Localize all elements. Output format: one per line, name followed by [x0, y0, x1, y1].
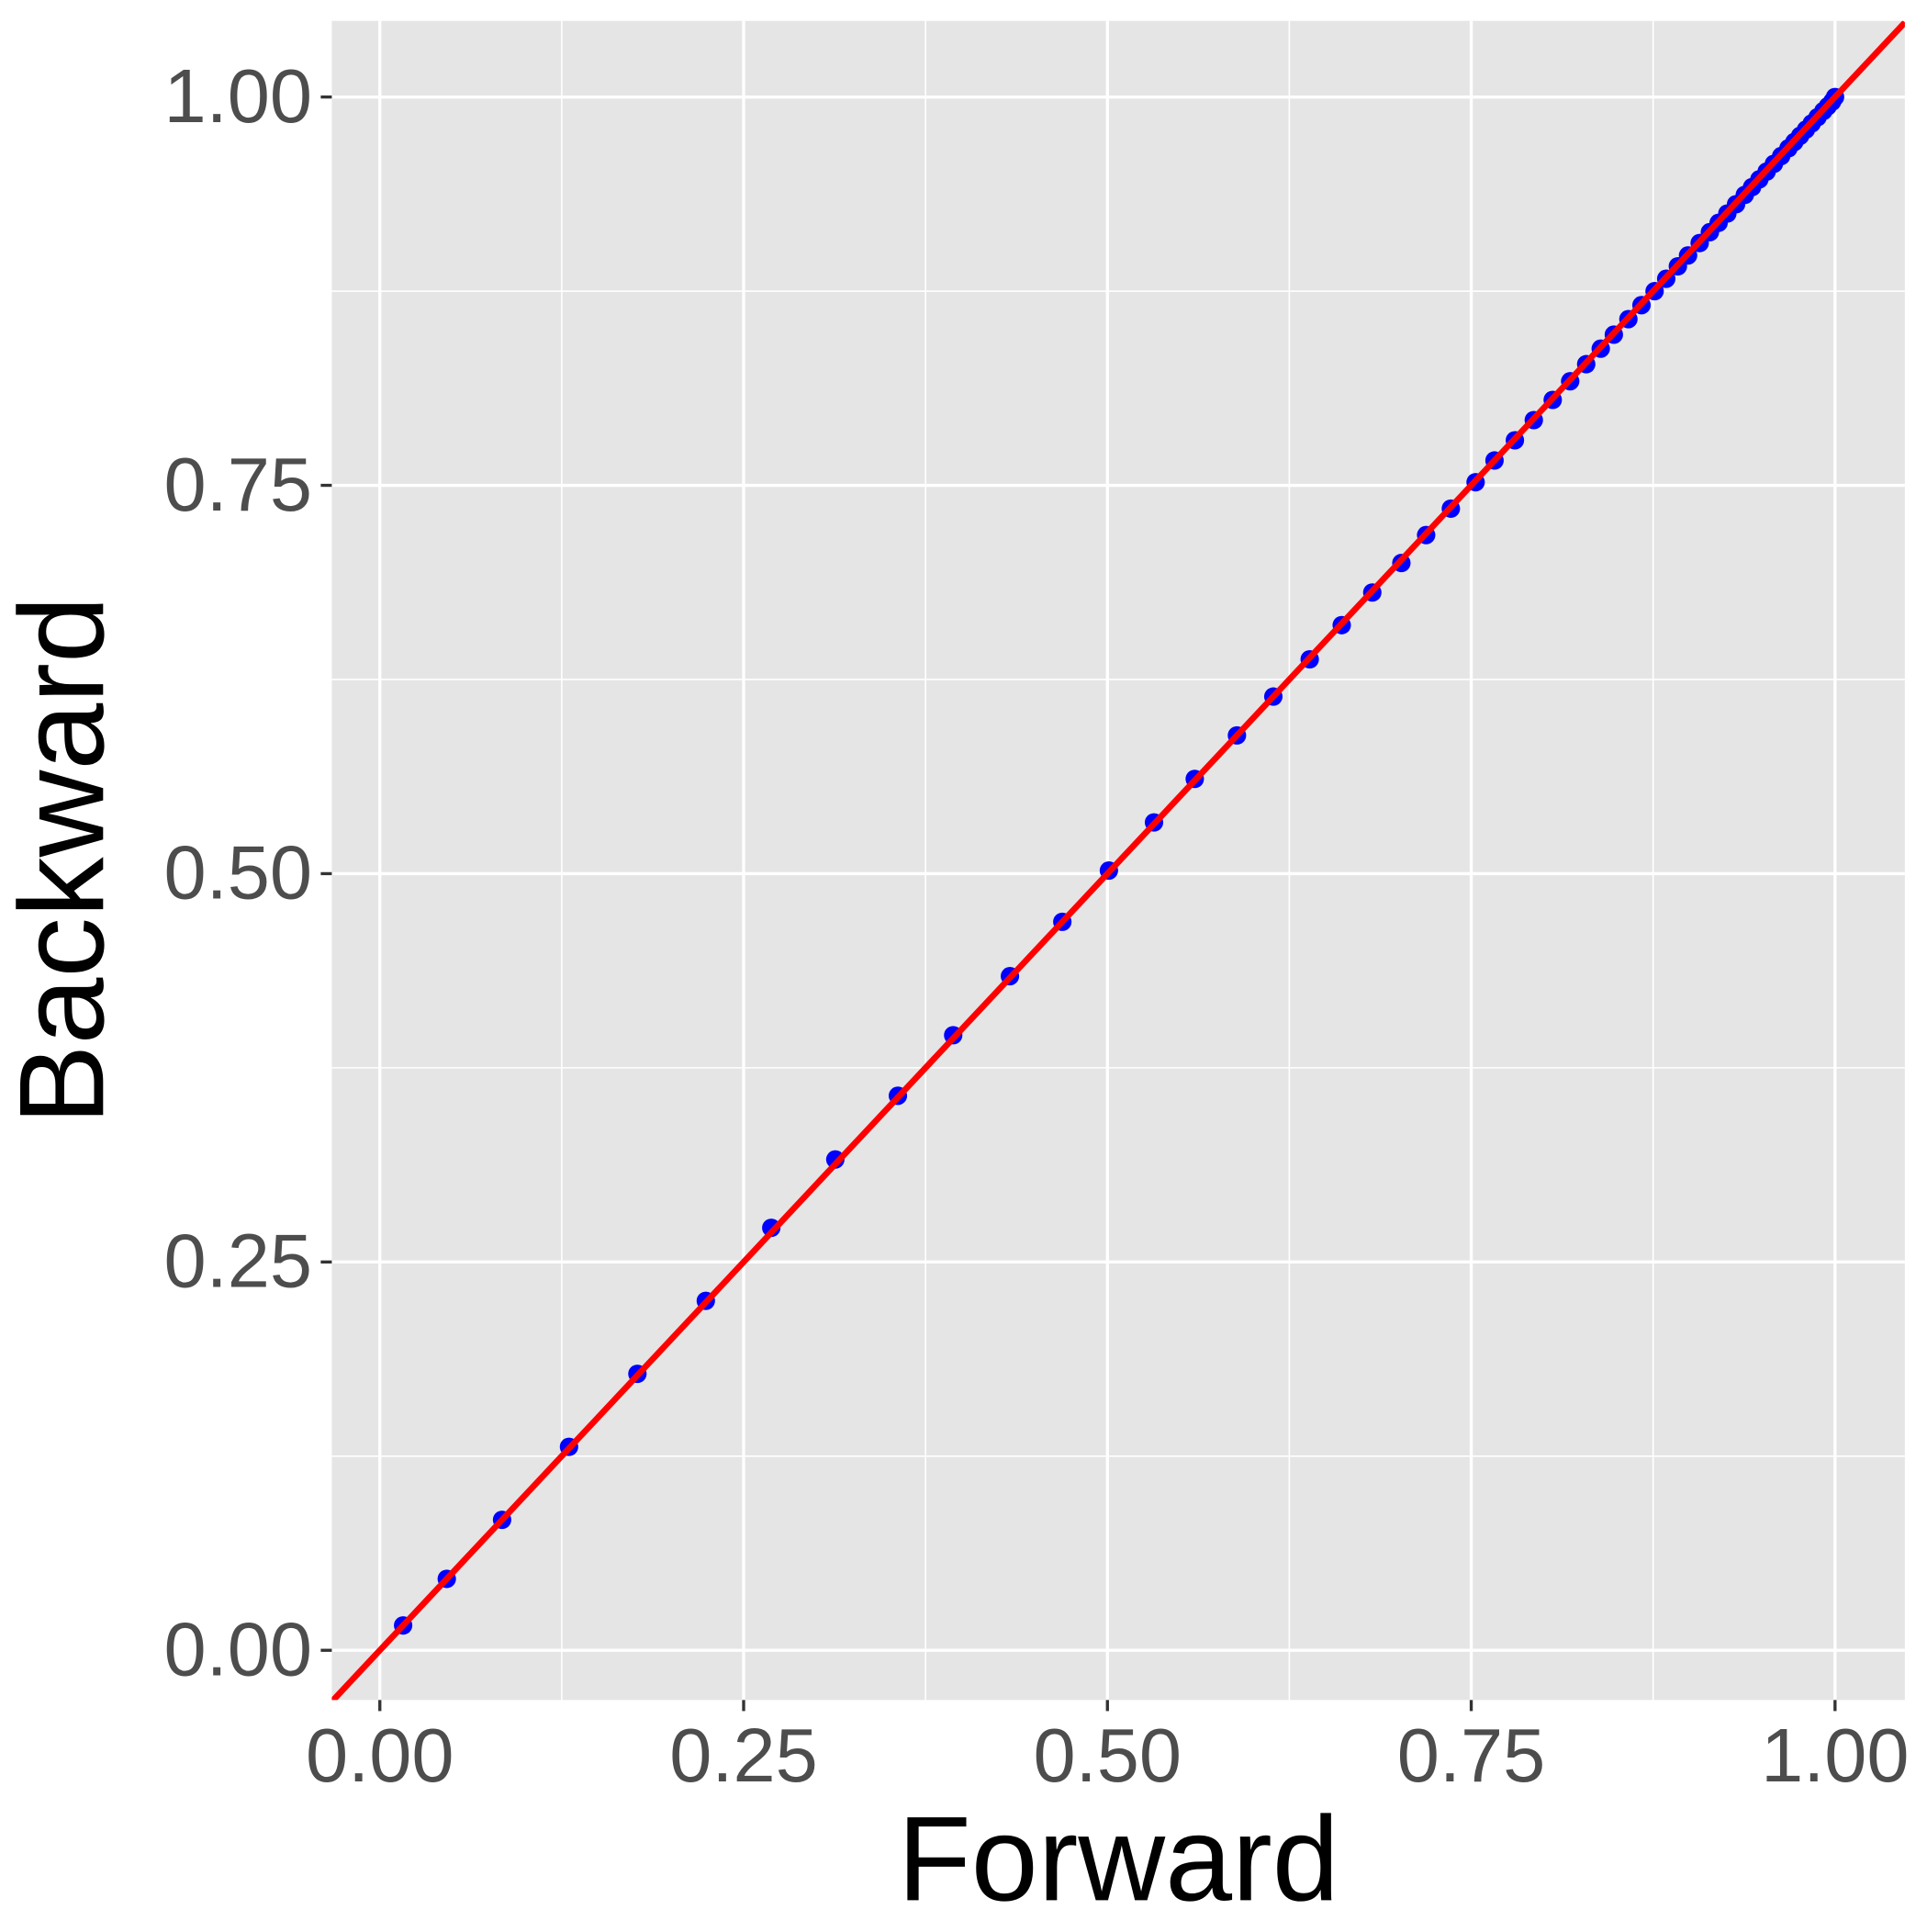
y-tick-label: 0.75: [164, 442, 313, 527]
x-tick-label: 0.25: [669, 1713, 818, 1798]
y-tick-label: 0.25: [164, 1219, 313, 1304]
x-tick-label: 1.00: [1761, 1713, 1910, 1798]
y-axis-title: Backward: [0, 596, 129, 1125]
x-axis-title: Forward: [898, 1791, 1339, 1926]
x-tick-label: 0.00: [306, 1713, 454, 1798]
y-tick-label: 0.50: [164, 830, 313, 915]
x-tick-label: 0.75: [1397, 1713, 1546, 1798]
reference-line: [331, 20, 1905, 1701]
axes: 0.00 0.25 0.50 0.75 1.00 0.00 0.25 0.50 0.75 1.00: [164, 53, 1910, 1798]
y-tick-label: 1.00: [164, 53, 313, 139]
plot-area: [331, 20, 1905, 1701]
x-tick-label: 0.50: [1034, 1713, 1182, 1798]
y-tick-label: 0.00: [164, 1606, 313, 1691]
grid: [331, 20, 1905, 1701]
